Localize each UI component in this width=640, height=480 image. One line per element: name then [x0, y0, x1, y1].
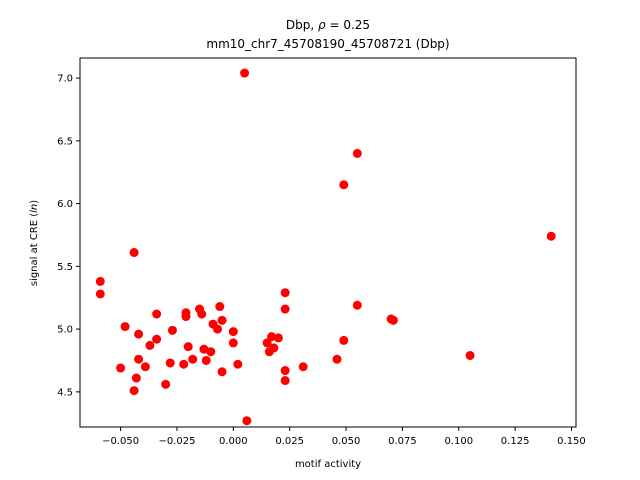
data-point: [179, 359, 189, 369]
data-point: [129, 248, 139, 258]
data-point: [95, 289, 105, 299]
data-point: [280, 366, 290, 376]
data-point: [280, 288, 290, 298]
data-point: [181, 312, 191, 322]
data-point: [213, 324, 223, 334]
data-point: [215, 302, 225, 312]
y-axis-label-suffix: ): [29, 200, 40, 204]
chart-title-line2: mm10_chr7_45708190_45708721 (Dbp): [206, 37, 449, 51]
data-point: [217, 315, 227, 325]
x-tick-label: −0.050: [102, 436, 139, 447]
data-point: [352, 300, 362, 310]
data-point: [152, 309, 162, 319]
data-point: [233, 359, 243, 369]
data-point: [267, 332, 277, 342]
data-point: [339, 335, 349, 345]
data-point: [131, 373, 141, 383]
data-point: [388, 315, 398, 325]
data-point: [134, 354, 144, 364]
data-point: [240, 68, 250, 78]
y-tick-label: 6.5: [57, 136, 73, 147]
data-point: [165, 358, 175, 368]
data-point: [228, 338, 238, 348]
data-point: [120, 322, 130, 332]
data-point: [201, 355, 211, 365]
data-point: [298, 362, 308, 372]
data-point: [161, 379, 171, 389]
data-point: [217, 367, 227, 377]
title-rho-symbol: ρ: [318, 18, 326, 32]
data-point: [95, 276, 105, 286]
y-tick-label: 5.5: [57, 262, 73, 273]
y-tick-label: 6.0: [57, 199, 73, 210]
data-point: [352, 148, 362, 158]
data-point: [546, 231, 556, 241]
data-point: [134, 329, 144, 339]
title-prefix: Dbp,: [286, 18, 318, 32]
data-point: [280, 376, 290, 386]
data-point: [465, 350, 475, 360]
y-axis-label: signal at CRE (ln): [29, 200, 40, 286]
x-tick-label: 0.050: [332, 436, 361, 447]
y-tick-label: 5.0: [57, 325, 73, 336]
x-tick-label: −0.025: [158, 436, 195, 447]
y-tick-label: 4.5: [57, 387, 73, 398]
x-tick-label: 0.025: [275, 436, 304, 447]
data-point: [152, 334, 162, 344]
data-point: [129, 386, 139, 396]
data-point: [242, 416, 252, 426]
data-point: [206, 347, 216, 357]
data-point: [339, 180, 349, 190]
data-point: [273, 333, 283, 343]
y-axis-label-prefix: signal at CRE (: [29, 213, 40, 286]
data-points: [95, 68, 556, 426]
data-point: [280, 304, 290, 314]
data-point: [140, 362, 150, 372]
x-tick-label: 0.075: [388, 436, 417, 447]
data-point: [145, 340, 155, 350]
x-tick-label: 0.150: [557, 436, 586, 447]
plot-frame: [79, 57, 577, 428]
data-point: [332, 354, 342, 364]
data-point: [116, 363, 126, 373]
data-point: [262, 338, 272, 348]
title-rho-value: = 0.25: [326, 18, 370, 32]
chart-title-line1: Dbp, ρ = 0.25: [286, 18, 370, 32]
x-axis-label: motif activity: [295, 459, 361, 470]
data-point: [188, 354, 198, 364]
data-point: [167, 325, 177, 335]
x-tick-label: 0.125: [501, 436, 530, 447]
data-point: [183, 342, 193, 352]
data-point: [264, 347, 274, 357]
data-point: [228, 327, 238, 337]
data-point: [199, 344, 209, 354]
y-axis-ticks: 4.5 5.0 5.5 6.0 6.5 7.0: [57, 74, 80, 398]
data-point: [197, 309, 207, 319]
x-tick-label: 0.100: [444, 436, 473, 447]
x-tick-label: 0.000: [219, 436, 248, 447]
y-tick-label: 7.0: [57, 74, 73, 85]
x-axis-ticks: −0.050 −0.025 0.000 0.025 0.050 0.075 0.100 0.1…: [102, 427, 586, 447]
y-axis-label-italic: ln: [29, 204, 40, 213]
